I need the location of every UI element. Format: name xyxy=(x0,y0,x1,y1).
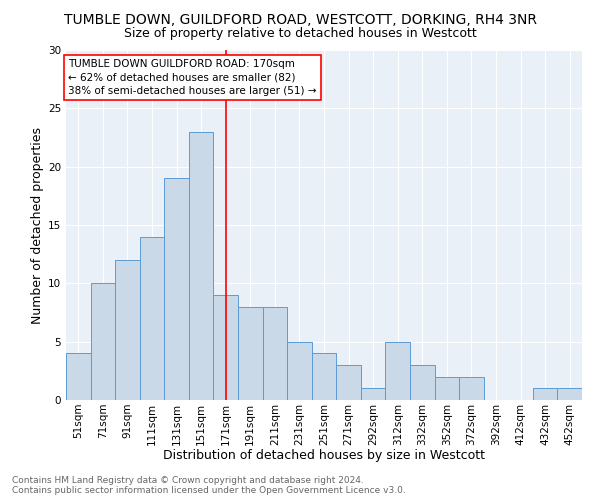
Bar xyxy=(287,342,312,400)
Bar xyxy=(312,354,336,400)
Bar xyxy=(91,284,115,400)
Text: TUMBLE DOWN GUILDFORD ROAD: 170sqm
← 62% of detached houses are smaller (82)
38%: TUMBLE DOWN GUILDFORD ROAD: 170sqm ← 62%… xyxy=(68,60,317,96)
Bar xyxy=(336,365,361,400)
Bar xyxy=(557,388,582,400)
Bar xyxy=(140,236,164,400)
Bar xyxy=(263,306,287,400)
Bar xyxy=(459,376,484,400)
Bar xyxy=(410,365,434,400)
X-axis label: Distribution of detached houses by size in Westcott: Distribution of detached houses by size … xyxy=(163,449,485,462)
Bar xyxy=(361,388,385,400)
Bar xyxy=(189,132,214,400)
Bar xyxy=(164,178,189,400)
Text: Size of property relative to detached houses in Westcott: Size of property relative to detached ho… xyxy=(124,28,476,40)
Bar xyxy=(533,388,557,400)
Text: Contains HM Land Registry data © Crown copyright and database right 2024.
Contai: Contains HM Land Registry data © Crown c… xyxy=(12,476,406,495)
Bar xyxy=(434,376,459,400)
Y-axis label: Number of detached properties: Number of detached properties xyxy=(31,126,44,324)
Text: TUMBLE DOWN, GUILDFORD ROAD, WESTCOTT, DORKING, RH4 3NR: TUMBLE DOWN, GUILDFORD ROAD, WESTCOTT, D… xyxy=(64,12,536,26)
Bar xyxy=(385,342,410,400)
Bar xyxy=(66,354,91,400)
Bar xyxy=(115,260,140,400)
Bar xyxy=(238,306,263,400)
Bar xyxy=(214,295,238,400)
